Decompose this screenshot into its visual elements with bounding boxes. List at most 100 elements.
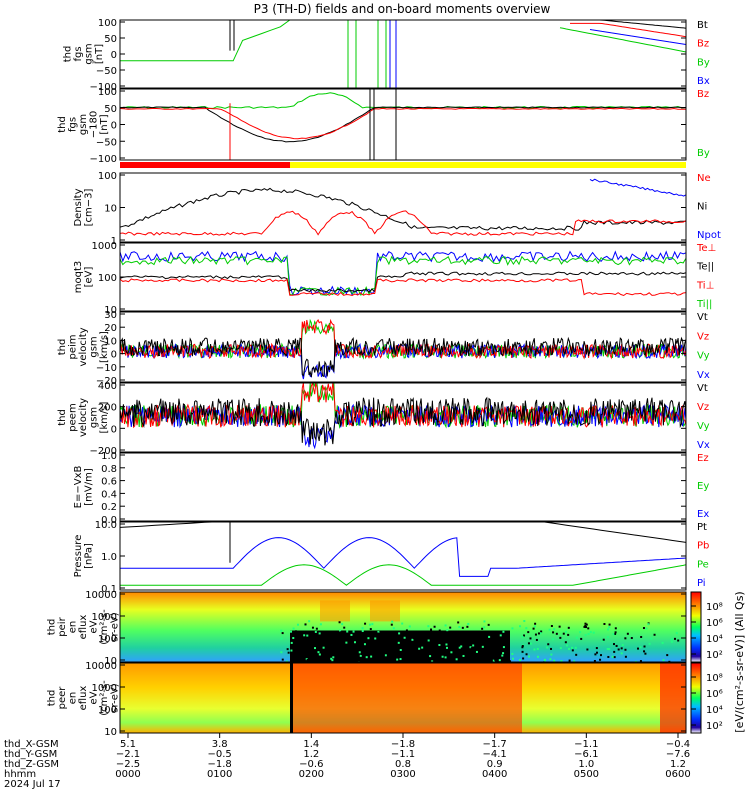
- y-tick-label: 100: [98, 18, 117, 29]
- colorbar-tick-label: 10⁶: [706, 689, 723, 700]
- x-row-label: hhmm: [4, 769, 36, 780]
- y-axis-label-line: (cm²-s-: [99, 680, 110, 716]
- y-axis-label-line: [eV]: [83, 267, 94, 288]
- legend-entry: By: [697, 148, 710, 159]
- colorbar-tick-label: 10⁸: [706, 602, 723, 613]
- panel-4-traces: [120, 250, 686, 297]
- y-tick-label: 0: [111, 121, 117, 132]
- y-axis-label: Density [cm−3]: [73, 188, 95, 226]
- colorbar-tick-label: 10⁴: [706, 634, 723, 645]
- y-tick-label: 0: [111, 424, 117, 435]
- x-tick-label: −1.7: [483, 739, 507, 750]
- y-tick-label: 30: [104, 310, 117, 321]
- panel-6-traces: [120, 383, 686, 450]
- x-tick-label: −1.1: [391, 749, 415, 760]
- legend-entry: Vx: [697, 370, 710, 381]
- colorbar-electrons: [690, 662, 702, 734]
- y-axis-label-line: peir: [57, 616, 68, 636]
- y-axis-label-line: peem: [68, 403, 79, 431]
- legend-entry: Bz: [697, 39, 709, 50]
- x-tick-label: −1.8: [208, 759, 232, 770]
- panel-7: 1.0 0.8 0.60.4 0.2 0.0 E=−VxB [mV/m] Ez Ey Ex: [73, 451, 710, 526]
- y-tick-label: 50: [104, 104, 117, 115]
- y-axis-label-line: gsm: [78, 114, 89, 135]
- x-tick-label: −0.4: [666, 739, 690, 750]
- x-tick-label: −2.5: [116, 759, 140, 770]
- panel-3: 100 10 1 Density [cm−3] Ne Ni Npot: [73, 171, 721, 247]
- y-tick-label: −10: [96, 363, 117, 374]
- legend-entry: Vx: [697, 440, 710, 451]
- legend-entry: Vt: [697, 312, 708, 323]
- x-tick-label: −7.6: [666, 749, 690, 760]
- y-tick-label: 100: [98, 634, 117, 645]
- y-tick-label: 1000: [92, 612, 117, 623]
- x-tick-label: 1.2: [303, 749, 319, 760]
- y-tick-label: −100: [90, 154, 117, 165]
- y-axis-label-line: [nT]: [94, 44, 105, 64]
- x-tick-label: 0.9: [487, 759, 503, 770]
- y-tick-label: 1000: [92, 683, 117, 694]
- legend-entry: Bt: [697, 20, 708, 31]
- figure-title: P3 (TH-D) fields and on-board moments ov…: [254, 2, 551, 16]
- x-tick-label: 0500: [574, 769, 599, 780]
- y-tick-label: 1.0: [101, 552, 117, 563]
- y-axis-label-line: fgs: [73, 46, 84, 61]
- y-axis-label-line: [nPa]: [83, 543, 94, 569]
- y-axis-label-line: thd: [47, 690, 58, 707]
- x-tick-label: −4.1: [483, 749, 507, 760]
- legend-entry: By: [697, 57, 710, 68]
- colorbar-tick-label: 10²: [706, 721, 723, 732]
- y-axis-label-line: velocity: [78, 327, 89, 366]
- legend-entry: Pe: [697, 559, 709, 570]
- x-tick-label: 3.8: [212, 739, 228, 750]
- y-tick-label: −20: [96, 376, 117, 387]
- x-tick-label: 0000: [115, 769, 140, 780]
- panel-5-traces: [120, 318, 686, 380]
- legend-entry: Vy: [697, 421, 710, 432]
- y-axis-label-line: moqt3: [73, 261, 84, 294]
- y-tick-label: 0: [111, 350, 117, 361]
- y-tick-label: 50: [104, 34, 117, 45]
- legend-entry: Ex: [697, 509, 709, 520]
- x-tick-label: −0.5: [208, 749, 232, 760]
- panel-4: 1000 100 10 moqt3 [eV] Te⊥ Te|| Ti⊥ Ti||: [73, 241, 717, 316]
- y-axis-label-line: peim: [68, 334, 79, 359]
- y-axis-label-line: Pressure: [73, 535, 84, 578]
- y-axis-label: thd fgs gsm [nT]: [62, 43, 105, 64]
- y-tick-label: −50: [96, 137, 117, 148]
- y-axis-label-line: eflux: [78, 615, 89, 640]
- y-axis-label-line: thd: [47, 619, 58, 636]
- x-row-label: thd_Z-GSM: [4, 759, 59, 770]
- legend-entry: Vz: [697, 331, 709, 342]
- legend-entry: Bz: [697, 89, 709, 100]
- y-tick-label: 20: [104, 323, 117, 334]
- panel-9-traces: [120, 592, 686, 662]
- colorbar-tick-label: 10²: [706, 650, 723, 661]
- y-axis-label-line: gsm: [89, 336, 100, 357]
- y-tick-label: 0.6: [101, 477, 117, 488]
- y-tick-label: 10: [104, 305, 117, 316]
- panel-2-traces: [120, 89, 686, 160]
- y-tick-label: 10000: [85, 590, 117, 601]
- y-tick-label: 1: [111, 236, 117, 247]
- y-tick-label: 10000: [85, 661, 117, 672]
- colorbar-ions: [690, 591, 702, 663]
- panel-1-traces: [120, 20, 686, 88]
- y-axis-label-line: E=−VxB: [73, 466, 84, 509]
- y-axis-label-line: thd: [57, 339, 68, 356]
- panel-1: 100 50 0 −50 −100 thd fgs gsm [nT] Bt Bz By Bx: [62, 18, 710, 93]
- x-tick-label: −1.1: [574, 739, 598, 750]
- y-tick-label: 0: [111, 50, 117, 61]
- y-axis-label-line: thd: [62, 46, 73, 63]
- panel-5: 30 20 10 0 −10 −20 thd peim velocity gsm [km/s] Vt V…: [57, 310, 710, 387]
- legend-entry: Npot: [697, 230, 721, 241]
- y-axis-label: thd peem velocity gsm [km/s]: [57, 398, 110, 437]
- legend-entry: Ne: [697, 173, 711, 184]
- x-tick-label: 5.1: [120, 739, 136, 750]
- legend-entry: Ez: [697, 453, 709, 464]
- legend-entry: Ti⊥: [696, 280, 714, 291]
- y-axis-label-line: en: [68, 621, 79, 634]
- panel-10: 10000 1000 100 10 thd peer en eflux eV (cm²-s-sr-…: [47, 661, 687, 738]
- x-tick-label: 1.0: [578, 759, 594, 770]
- y-tick-label: 400: [98, 381, 117, 392]
